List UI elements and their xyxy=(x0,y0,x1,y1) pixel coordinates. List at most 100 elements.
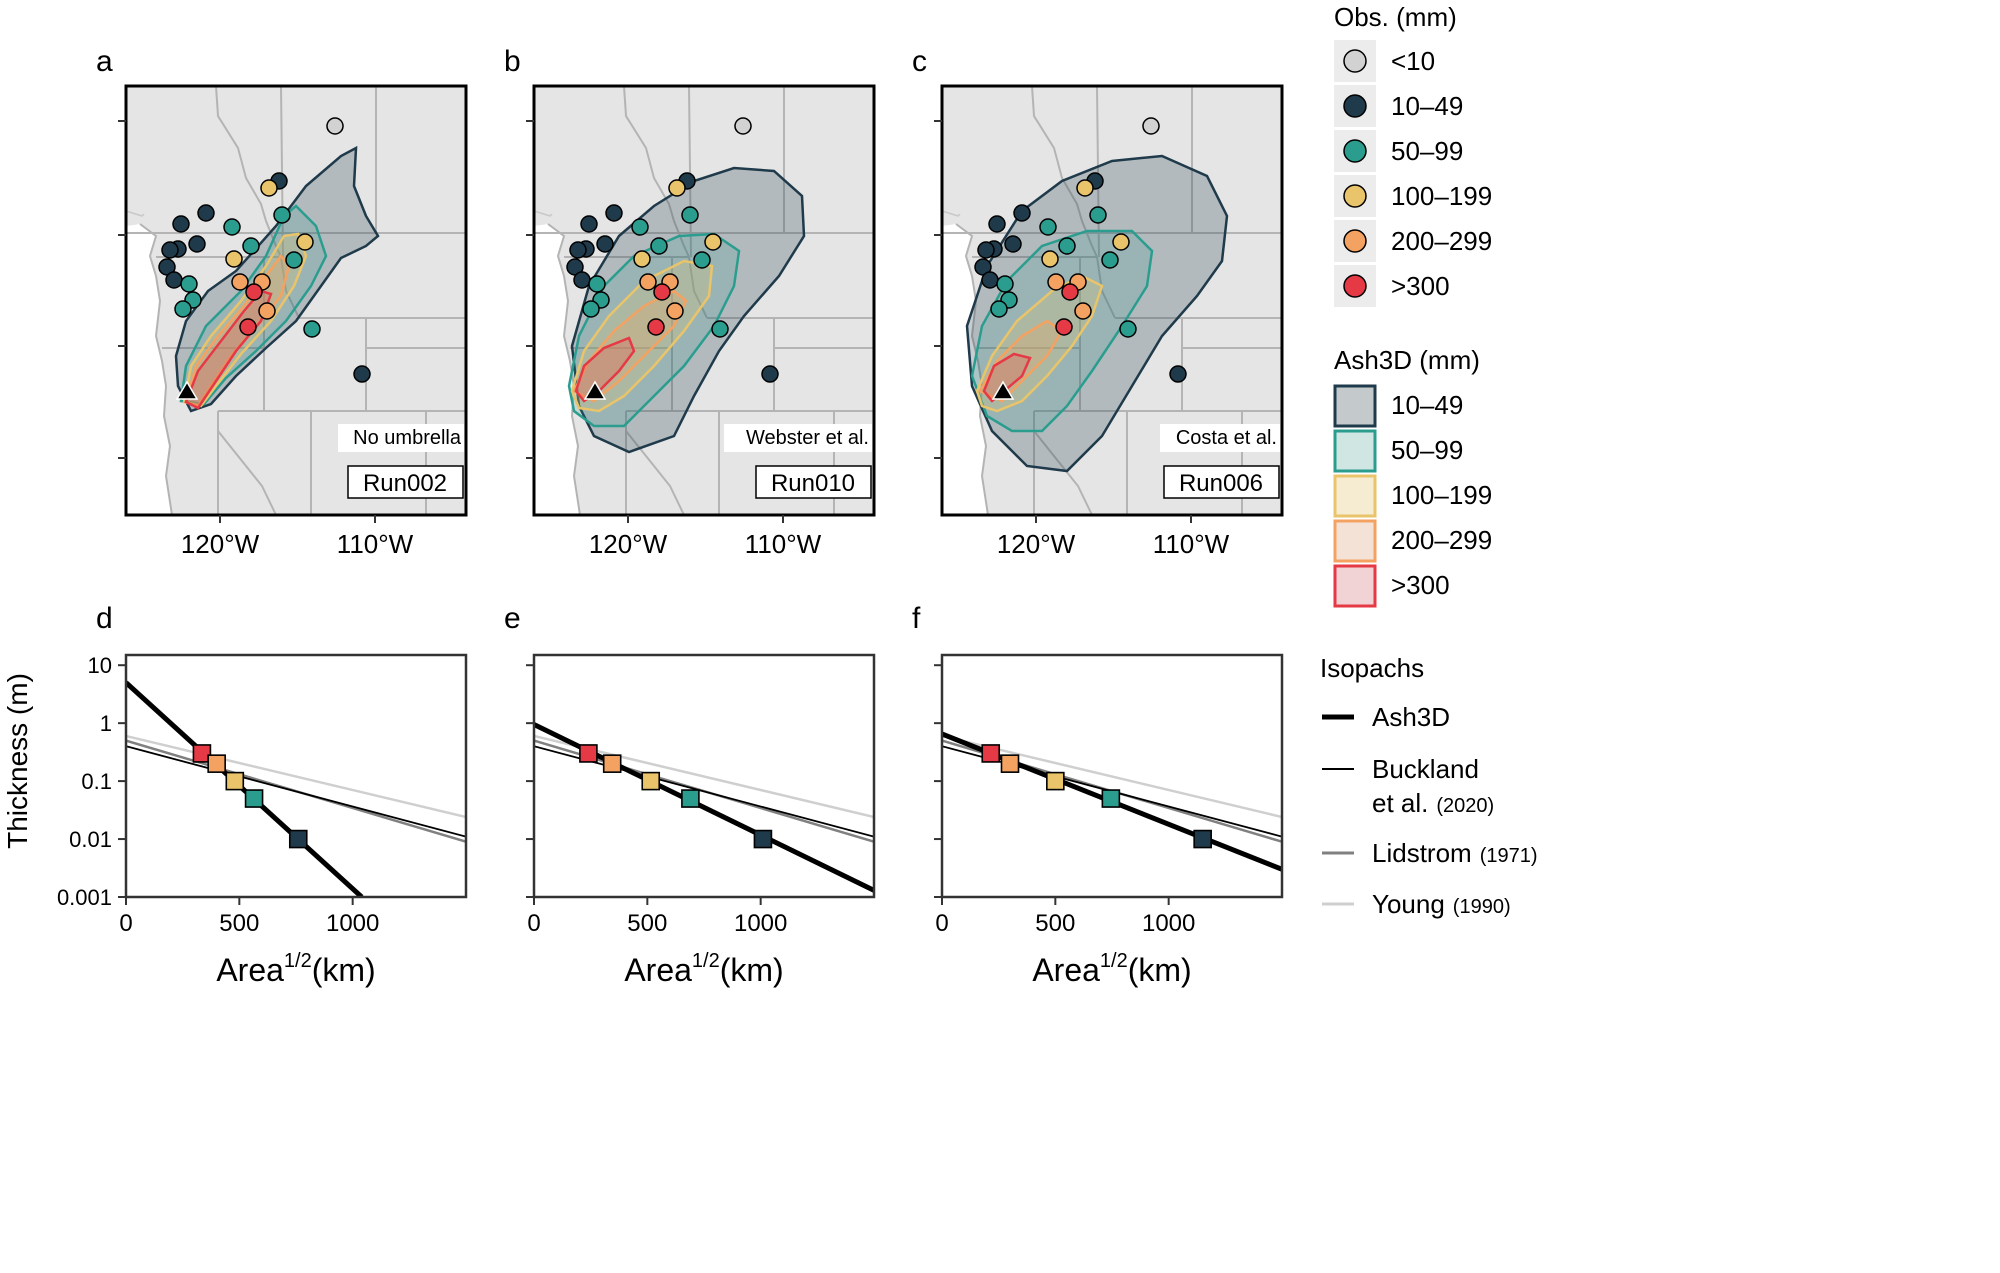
obs-point xyxy=(188,235,206,253)
map-panel-b: Webster et al. Run010 xyxy=(526,84,876,523)
panel-label-c: c xyxy=(912,45,927,78)
obs-point xyxy=(666,302,684,320)
legend-ash3d-label: 100–199 xyxy=(1391,480,1492,510)
obs-point xyxy=(1089,206,1107,224)
obs-point xyxy=(647,318,665,336)
plot-d-marks xyxy=(126,680,466,897)
legend-ash3d-swatch xyxy=(1333,519,1377,563)
obs-point xyxy=(303,320,321,338)
contour-10-49-b xyxy=(570,166,806,454)
volcano-triangle-b xyxy=(583,380,607,400)
legend-isopach-label: Buckland xyxy=(1372,754,1479,784)
obs-point xyxy=(1142,117,1160,135)
x-tick-label: 0 xyxy=(527,910,540,937)
map-xtick-110w-a: 110°W xyxy=(337,529,414,559)
legend-ash3d-item: 200–299 xyxy=(1333,519,1492,563)
x-tick-label: 500 xyxy=(1035,910,1075,937)
y-tick-label: 0.001 xyxy=(57,885,112,910)
map-panel-a: No umbrella Run002 xyxy=(118,84,468,523)
panel-label-e: e xyxy=(504,602,521,635)
scheme-label-c: Costa et al. xyxy=(1176,427,1277,449)
obs-point xyxy=(1101,251,1119,269)
run-label-b: Run010 xyxy=(771,470,855,497)
obs-point xyxy=(1061,283,1079,301)
obs-point xyxy=(180,275,198,293)
legend-ash3d-label: 200–299 xyxy=(1391,525,1492,555)
legend-isopachs-title: Isopachs xyxy=(1320,653,1424,683)
obs-points-c xyxy=(974,117,1187,383)
plot-panel-d: 0 500 1000 10 1 0.1 0.01 0.001 xyxy=(57,653,468,937)
run-label-c: Run006 xyxy=(1179,470,1263,497)
map-xtick-120w-b: 120°W xyxy=(589,529,668,559)
panel-label-a: a xyxy=(96,45,113,78)
legend-obs-item: 200–299 xyxy=(1334,220,1492,262)
ash3d-isopach-point xyxy=(1046,771,1065,791)
obs-point xyxy=(996,275,1014,293)
x-tick-label: 1000 xyxy=(734,910,787,937)
legend-obs-item: 10–49 xyxy=(1334,85,1463,127)
obs-point xyxy=(245,283,263,301)
legend-isopach-label: Lidstrom (1971) xyxy=(1372,838,1538,868)
legend-obs-item: 100–199 xyxy=(1334,175,1492,217)
legend-ash3d-title: Ash3D (mm) xyxy=(1334,345,1480,375)
plot-f-marks xyxy=(942,731,1282,872)
y-tick-label: 0.1 xyxy=(81,769,112,794)
obs-point xyxy=(588,275,606,293)
ash3d-isopach-point xyxy=(225,771,245,791)
legend-obs-swatch xyxy=(1343,229,1367,253)
legend-ash3d-label: 10–49 xyxy=(1391,390,1463,420)
legend-obs-item: 50–99 xyxy=(1334,130,1463,172)
legend-isopachs: Isopachs Ash3D Buckland et al. (2020) Lid… xyxy=(1320,653,1538,919)
map-xtick-110w-b: 110°W xyxy=(745,529,822,559)
legend-obs-title: Obs. (mm) xyxy=(1334,2,1457,32)
x-axis-title-f: Area1/2(km) xyxy=(1032,950,1191,988)
x-tick-label: 500 xyxy=(627,910,667,937)
panel-label-d: d xyxy=(96,602,113,635)
map-x-ticks-b xyxy=(627,515,784,523)
plot-e-marks xyxy=(534,722,874,893)
obs-point xyxy=(239,318,257,336)
scheme-label-a: No umbrella xyxy=(353,427,462,449)
obs-point xyxy=(582,300,600,318)
obs-point xyxy=(258,302,276,320)
obs-point xyxy=(1119,320,1137,338)
obs-point xyxy=(161,241,179,259)
map-xtick-110w-c: 110°W xyxy=(1153,529,1230,559)
obs-point xyxy=(580,215,598,233)
obs-points-b xyxy=(566,117,779,383)
obs-point xyxy=(1047,273,1065,291)
map-x-ticks-c xyxy=(1035,515,1192,523)
obs-point xyxy=(761,365,779,383)
ash3d-isopach-point xyxy=(981,744,1001,763)
x-tick-label: 1000 xyxy=(1142,910,1195,937)
legend-ash3d-item: 50–99 xyxy=(1333,429,1463,473)
legend-isopach-label2: et al. (2020) xyxy=(1372,788,1494,818)
legend-obs-swatch xyxy=(1343,139,1367,163)
obs-point xyxy=(165,271,183,289)
panel-label-b: b xyxy=(504,45,521,78)
ash3d-isopach-point xyxy=(207,754,226,773)
obs-point xyxy=(711,320,729,338)
obs-point xyxy=(1013,204,1031,222)
volcano-triangle-a xyxy=(175,380,199,400)
obs-point xyxy=(353,365,371,383)
legend-obs-label: >300 xyxy=(1391,271,1450,301)
obs-point xyxy=(1169,365,1187,383)
obs-point xyxy=(1039,218,1057,236)
legend-obs-label: 100–199 xyxy=(1391,181,1492,211)
obs-point xyxy=(1074,302,1092,320)
contour-10-49-a xyxy=(174,145,380,413)
x-axis-title-e: Area1/2(km) xyxy=(624,950,783,988)
y-tick-label: 10 xyxy=(88,653,112,678)
map-xtick-120w-a: 120°W xyxy=(181,529,260,559)
obs-point xyxy=(668,179,686,197)
legend-obs-label: <10 xyxy=(1391,46,1435,76)
obs-point xyxy=(172,215,190,233)
obs-point xyxy=(639,273,657,291)
obs-point xyxy=(223,218,241,236)
map-y-ticks-a xyxy=(118,120,126,459)
legend-obs-swatch xyxy=(1343,274,1367,298)
obs-point xyxy=(693,251,711,269)
x-tick-label: 1000 xyxy=(326,910,379,937)
legend-obs-label: 10–49 xyxy=(1391,91,1463,121)
